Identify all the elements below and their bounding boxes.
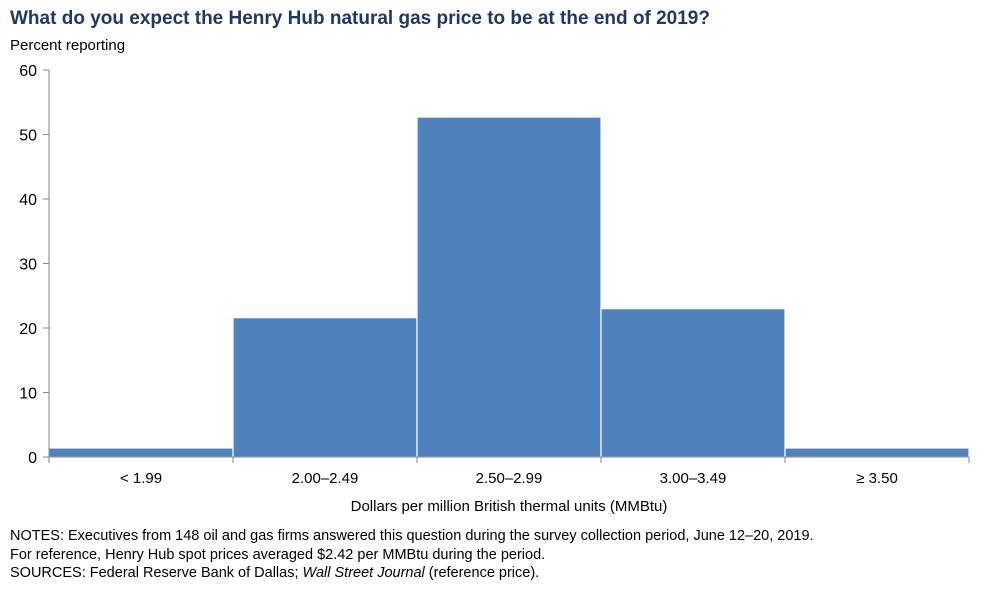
y-axis: 0 10 20 30 40 50 60 — [19, 63, 50, 467]
x-tick-label: 3.00–3.49 — [660, 470, 727, 487]
x-tick-label: < 1.99 — [120, 470, 162, 487]
x-tick-label: 2.00–2.49 — [292, 470, 359, 487]
notes-line-1: NOTES: Executives from 148 oil and gas f… — [10, 528, 814, 544]
chart-title: What do you expect the Henry Hub natural… — [10, 8, 710, 29]
y-tick-label: 60 — [19, 63, 37, 80]
bar-3 — [600, 308, 786, 458]
x-tick-label: 2.50–2.99 — [476, 470, 543, 487]
y-axis-unit-label: Percent reporting — [10, 37, 126, 54]
bar-2 — [416, 116, 602, 458]
sources-prefix: SOURCES: Federal Reserve Bank of Dallas; — [10, 565, 303, 581]
y-tick-label: 40 — [19, 192, 37, 209]
bar-4 — [784, 447, 970, 458]
y-tick-label: 20 — [19, 321, 37, 338]
bar-0 — [48, 447, 234, 458]
notes-line-2: For reference, Henry Hub spot prices ave… — [10, 546, 546, 563]
sources-line: SOURCES: Federal Reserve Bank of Dallas;… — [10, 564, 814, 583]
y-tick-label: 0 — [28, 450, 37, 467]
sources-italic: Wall Street Journal — [302, 565, 425, 581]
y-tick-label: 10 — [19, 386, 37, 403]
notes-block: NOTES: Executives from 148 oil and gas f… — [10, 527, 814, 583]
bars-group — [48, 116, 970, 458]
histogram-chart: 0 10 20 30 40 50 60 < 1.99 2.00–2.49 2.50–2.99 3.… — [19, 63, 970, 515]
x-axis-title: Dollars per million British thermal unit… — [351, 498, 668, 515]
bar-1 — [232, 317, 418, 458]
sources-suffix: (reference price). — [424, 565, 540, 581]
y-tick-label: 50 — [19, 128, 37, 145]
x-axis: < 1.99 2.00–2.49 2.50–2.99 3.00–3.49 ≥ 3.50 — [48, 456, 970, 487]
y-tick-label: 30 — [19, 257, 37, 274]
x-tick-label: ≥ 3.50 — [856, 470, 898, 487]
